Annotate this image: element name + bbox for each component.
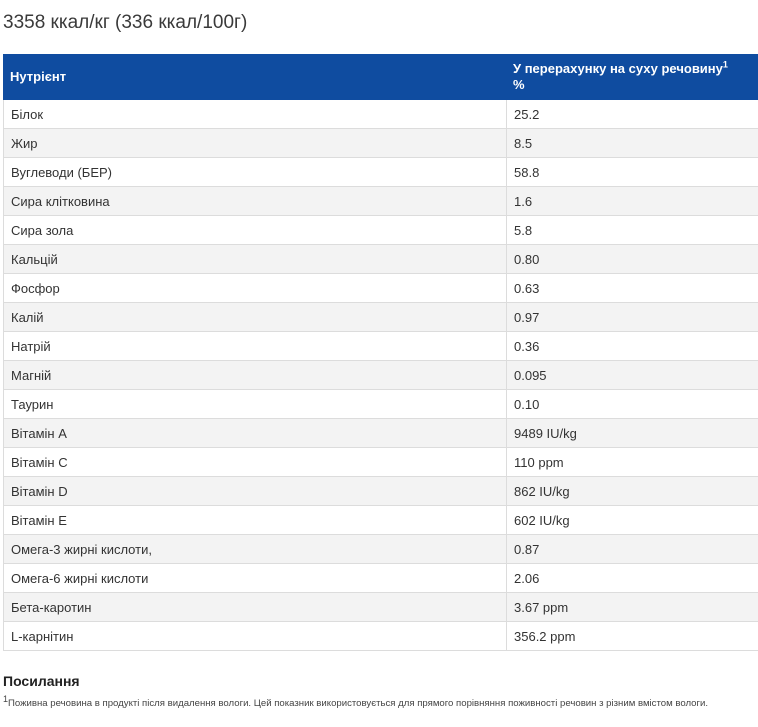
calorie-title: 3358 ккал/кг (336 ккал/100г) [3,12,248,33]
nutrient-name-cell: Вітамін А [3,418,507,448]
nutrient-name-cell: Кальцій [3,244,507,274]
table-row: Омега-6 жирні кислоти 2.06 [3,563,758,593]
nutrient-name-cell: Сира клітковина [3,186,507,216]
nutrient-value-cell: 3.67 ppm [506,592,758,622]
header-dry-matter: У перерахунку на суху речовину1% [506,54,758,100]
header-dry-matter-label: У перерахунку на суху речовину [513,61,723,76]
table-row: Вуглеводи (БЕР) 58.8 [3,157,758,187]
nutrient-value-cell: 356.2 ppm [506,621,758,651]
table-row: Жир 8.5 [3,128,758,158]
nutrient-value-cell: 2.06 [506,563,758,593]
nutrient-name-cell: Жир [3,128,507,158]
nutrient-name-cell: Натрій [3,331,507,361]
nutrient-value-cell: 0.095 [506,360,758,390]
footnote-marker: 1 [3,693,9,704]
nutrient-table: Нутрієнт У перерахунку на суху речовину1… [3,54,758,651]
nutrient-name-cell: Таурин [3,389,507,419]
nutrient-name-cell: Омега-3 жирні кислоти, [3,534,507,564]
nutrient-value-cell: 110 ppm [506,447,758,477]
header-dry-matter-unit: % [513,77,525,92]
table-row: Кальцій 0.80 [3,244,758,274]
footnote-text: Поживна речовина в продукті після видале… [8,698,709,709]
header-nutrient: Нутрієнт [3,54,507,100]
footnote: 1Поживна речовина в продукті після видал… [3,694,709,709]
table-row: Натрій 0.36 [3,331,758,361]
nutrient-value-cell: 0.87 [506,534,758,564]
nutrient-name-cell: Омега-6 жирні кислоти [3,563,507,593]
nutrient-name-cell: Білок [3,99,507,129]
table-row: Сира зола 5.8 [3,215,758,245]
header-footnote-marker: 1 [722,59,728,70]
table-row: Фосфор 0.63 [3,273,758,303]
nutrient-name-cell: Сира зола [3,215,507,245]
table-row: Магній 0.095 [3,360,758,390]
table-row: Сира клітковина 1.6 [3,186,758,216]
table-row: Таурин 0.10 [3,389,758,419]
nutrient-name-cell: Вуглеводи (БЕР) [3,157,507,187]
nutrient-name-cell: Вітамін D [3,476,507,506]
nutrient-name-cell: Вітамін Е [3,505,507,535]
table-header-row: Нутрієнт У перерахунку на суху речовину1… [3,54,758,100]
table-row: Омега-3 жирні кислоти, 0.87 [3,534,758,564]
nutrient-name-cell: Калій [3,302,507,332]
nutrient-name-cell: Бета-каротин [3,592,507,622]
nutrient-value-cell: 25.2 [506,99,758,129]
nutrient-value-cell: 0.97 [506,302,758,332]
table-row: Вітамін D 862 IU/kg [3,476,758,506]
nutrient-value-cell: 602 IU/kg [506,505,758,535]
nutrient-value-cell: 58.8 [506,157,758,187]
table-row: L-карнітин 356.2 ppm [3,621,758,651]
nutrient-value-cell: 0.10 [506,389,758,419]
table-row: Вітамін Е 602 IU/kg [3,505,758,535]
nutrient-value-cell: 0.63 [506,273,758,303]
table-row: Бета-каротин 3.67 ppm [3,592,758,622]
nutrient-value-cell: 5.8 [506,215,758,245]
nutrient-value-cell: 862 IU/kg [506,476,758,506]
nutrient-value-cell: 9489 IU/kg [506,418,758,448]
nutrient-value-cell: 0.80 [506,244,758,274]
table-row: Вітамін С 110 ppm [3,447,758,477]
nutrient-name-cell: Фосфор [3,273,507,303]
table-row: Вітамін А 9489 IU/kg [3,418,758,448]
nutrient-value-cell: 8.5 [506,128,758,158]
table-row: Білок 25.2 [3,99,758,129]
nutrient-value-cell: 0.36 [506,331,758,361]
table-row: Калій 0.97 [3,302,758,332]
nutrient-name-cell: L-карнітин [3,621,507,651]
nutrient-value-cell: 1.6 [506,186,758,216]
references-title: Посилання [3,673,80,689]
nutrient-name-cell: Вітамін С [3,447,507,477]
nutrient-name-cell: Магній [3,360,507,390]
